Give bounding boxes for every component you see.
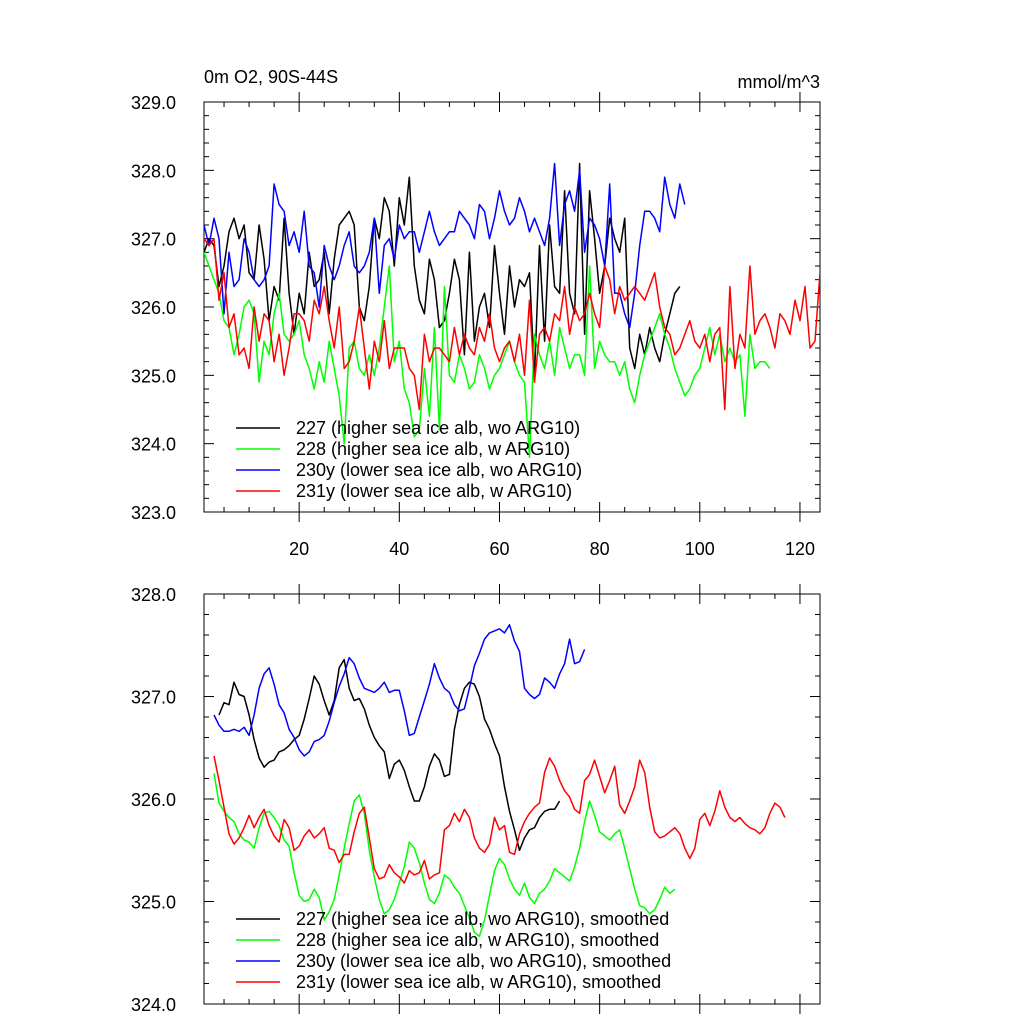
bottom-series-line-1	[218, 658, 561, 852]
top-y-tick-label: 323.0	[131, 503, 176, 523]
top-legend-label-1: 227 (higher sea ice alb, wo ARG10)	[296, 418, 580, 438]
top-panel-units: mmol/m^3	[738, 72, 820, 92]
top-x-tick-label: 60	[489, 539, 509, 559]
bottom-legend-label-3: 230y (lower sea ice alb, wo ARG10), smoo…	[296, 951, 671, 971]
top-legend-label-3: 230y (lower sea ice alb, wo ARG10)	[296, 460, 582, 480]
top-series-line-2	[204, 252, 771, 459]
bottom-panel: 324.0 325.0 326.0 327.0 328.0 227 (higher sea…	[131, 584, 821, 1015]
bottom-y-tick-label: 324.0	[131, 995, 176, 1015]
top-y-tick-label: 329.0	[131, 93, 176, 113]
bottom-y-tick-label: 326.0	[131, 790, 176, 810]
bottom-series-line-4	[213, 755, 786, 884]
top-panel: 0m O2, 90S-44S mmol/m^3 20 40 60 80 100 120 32…	[131, 67, 821, 559]
top-x-tick-label: 100	[685, 539, 715, 559]
top-legend-label-2: 228 (higher sea ice alb, w ARG10)	[296, 439, 570, 459]
top-y-tick-label: 326.0	[131, 298, 176, 318]
bottom-legend-label-1: 227 (higher sea ice alb, wo ARG10), smoo…	[296, 909, 669, 929]
bottom-legend-label-2: 228 (higher sea ice alb, w ARG10), smoot…	[296, 930, 659, 950]
top-y-tick-label: 325.0	[131, 366, 176, 386]
bottom-series-line-2	[213, 773, 676, 938]
top-x-tick-label: 120	[785, 539, 815, 559]
top-y-tick-label: 328.0	[131, 161, 176, 181]
top-x-tick-label: 20	[289, 539, 309, 559]
top-y-tick-label: 327.0	[131, 230, 176, 250]
top-y-tick-label: 324.0	[131, 435, 176, 455]
top-x-tick-label: 80	[590, 539, 610, 559]
top-panel-title: 0m O2, 90S-44S	[204, 67, 338, 87]
bottom-legend-label-4: 231y (lower sea ice alb, w ARG10), smoot…	[296, 972, 661, 992]
bottom-y-tick-label: 325.0	[131, 893, 176, 913]
top-legend-label-4: 231y (lower sea ice alb, w ARG10)	[296, 481, 572, 501]
top-x-tick-label: 40	[389, 539, 409, 559]
top-series-line-4	[204, 237, 820, 411]
bottom-series-line-3	[213, 624, 586, 757]
bottom-y-tick-label: 327.0	[131, 688, 176, 708]
top-series-line-1	[204, 162, 681, 377]
bottom-y-tick-label: 328.0	[131, 585, 176, 605]
